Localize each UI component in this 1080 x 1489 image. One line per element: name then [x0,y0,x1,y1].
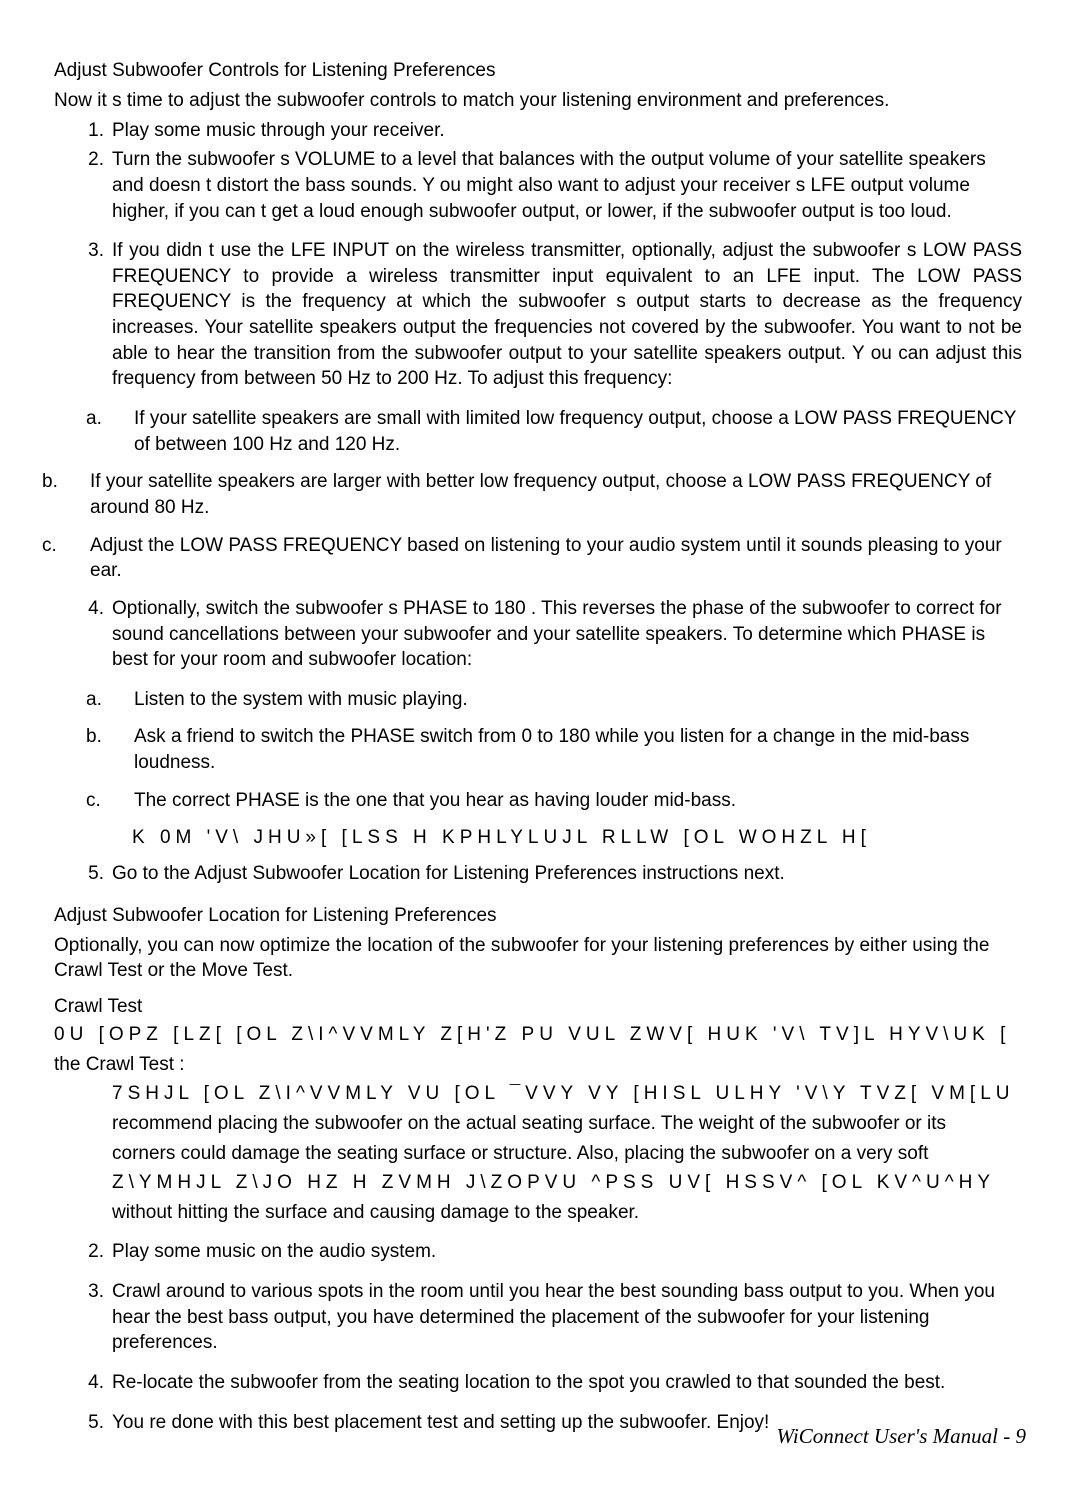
sublist-item: a.If your satellite speakers are small w… [134,406,1026,457]
list-item: 2.Play some music on the audio system. [112,1239,1026,1265]
garbled-text: K 0M 'V\ JHU»[ [LSS H KPHLYLUJL RLLW [OL… [132,825,1026,851]
garbled-text: 7SHJL [OL Z\I^VVMLY VU [OL ¯VVY VY [HISL… [112,1081,1026,1107]
list-item: 3.If you didn t use the LFE INPUT on the… [112,238,1026,392]
garbled-text: Z\YMHJL Z\JO HZ H ZVMH J\ZOPVU ^PSS UV[ … [112,1170,1026,1196]
garbled-text: 0U [OPZ [LZ[ [OL Z\I^VVMLY Z[H'Z PU VUL … [54,1022,1026,1048]
body-text: without hitting the surface and causing … [112,1200,1026,1226]
list-text: Crawl around to various spots in the roo… [112,1281,995,1353]
sublist-text: Adjust the LOW PASS FREQUENCY based on l… [90,535,1002,582]
list-text: Optionally, switch the subwoofer s PHASE… [112,598,1002,670]
sublist-item: b.Ask a friend to switch the PHASE switc… [134,724,1026,775]
sublist-text: If your satellite speakers are larger wi… [90,471,991,518]
sublist-text: If your satellite speakers are small wit… [134,408,1016,455]
body-text: recommend placing the subwoofer on the a… [112,1111,1026,1137]
body-text: the Crawl Test : [54,1052,1026,1078]
list-text: Re-locate the subwoofer from the seating… [112,1372,945,1393]
list-item: 4.Re-locate the subwoofer from the seati… [112,1370,1026,1396]
sublist-item: c.The correct PHASE is the one that you … [134,788,1026,814]
list-text: Go to the Adjust Subwoofer Location for … [112,863,785,884]
document-page: Adjust Subwoofer Controls for Listening … [0,0,1080,1489]
list-text: Turn the subwoofer s VOLUME to a level t… [112,149,986,221]
sublist-text: Listen to the system with music playing. [134,689,468,710]
crawl-title: Crawl Test [54,996,1026,1018]
sublist-item: b.If your satellite speakers are larger … [90,469,1026,520]
sublist-text: The correct PHASE is the one that you he… [134,790,736,811]
page-footer: WiConnect User's Manual - 9 [777,1424,1026,1449]
list-item: 2.Turn the subwoofer s VOLUME to a level… [112,147,1026,224]
section1-intro: Now it s time to adjust the subwoofer co… [54,88,1026,114]
list-item: 3.Crawl around to various spots in the r… [112,1279,1026,1356]
section1-title: Adjust Subwoofer Controls for Listening … [54,60,1026,82]
list-item: 4.Optionally, switch the subwoofer s PHA… [112,596,1026,673]
list-item: 1.Play some music through your receiver. [112,118,1026,144]
list-text: Play some music on the audio system. [112,1241,436,1262]
body-text: corners could damage the seating surface… [112,1141,1026,1167]
sublist-text: Ask a friend to switch the PHASE switch … [134,726,969,773]
section2-title: Adjust Subwoofer Location for Listening … [54,905,1026,927]
list-text: If you didn t use the LFE INPUT on the w… [112,240,1022,389]
section2-intro: Optionally, you can now optimize the loc… [54,933,1026,984]
sublist-item: a.Listen to the system with music playin… [134,687,1026,713]
list-text: You re done with this best placement tes… [112,1412,769,1433]
list-text: Play some music through your receiver. [112,120,445,141]
sublist-item: c.Adjust the LOW PASS FREQUENCY based on… [90,533,1026,584]
list-item: 5.Go to the Adjust Subwoofer Location fo… [112,861,1026,887]
